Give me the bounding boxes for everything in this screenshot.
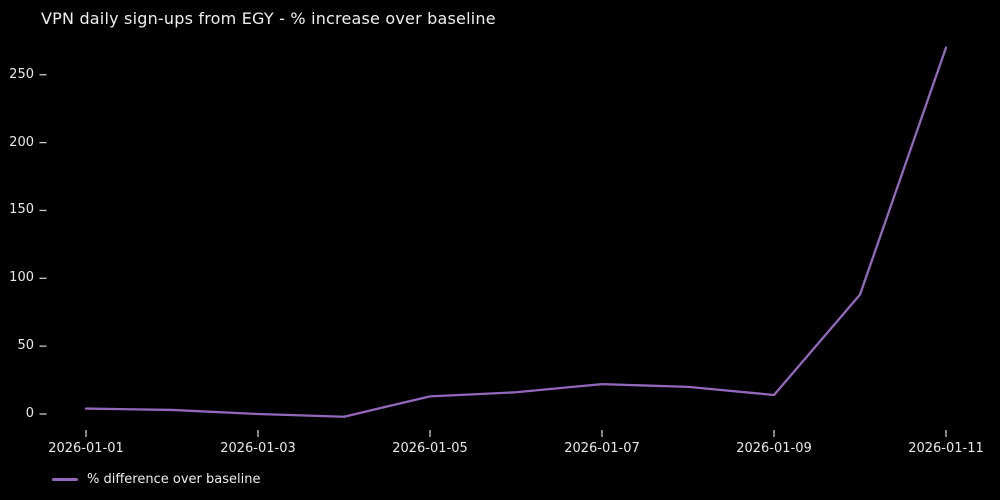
x-tick-label: 2026-01-03 — [220, 441, 296, 456]
y-tick-label: 50 — [17, 338, 34, 354]
chart-title: VPN daily sign-ups from EGY - % increase… — [41, 9, 496, 28]
y-tick-label: 150 — [9, 202, 34, 218]
x-tick-label: 2026-01-05 — [392, 441, 468, 456]
data-line — [84, 46, 948, 418]
legend-label: % difference over baseline — [87, 471, 261, 487]
y-tick-label: 100 — [9, 270, 34, 286]
y-tick-label: 250 — [9, 66, 34, 82]
x-tick-label: 2026-01-07 — [564, 441, 640, 456]
legend: % difference over baseline — [52, 470, 260, 488]
y-tick-label: 0 — [25, 406, 34, 421]
x-tick-label: 2026-01-11 — [908, 441, 984, 456]
x-tick-label: 2026-01-09 — [736, 441, 812, 456]
y-tick-label: 200 — [9, 134, 34, 150]
x-tick-label: 2026-01-01 — [48, 441, 124, 456]
legend-line-swatch — [52, 477, 78, 481]
